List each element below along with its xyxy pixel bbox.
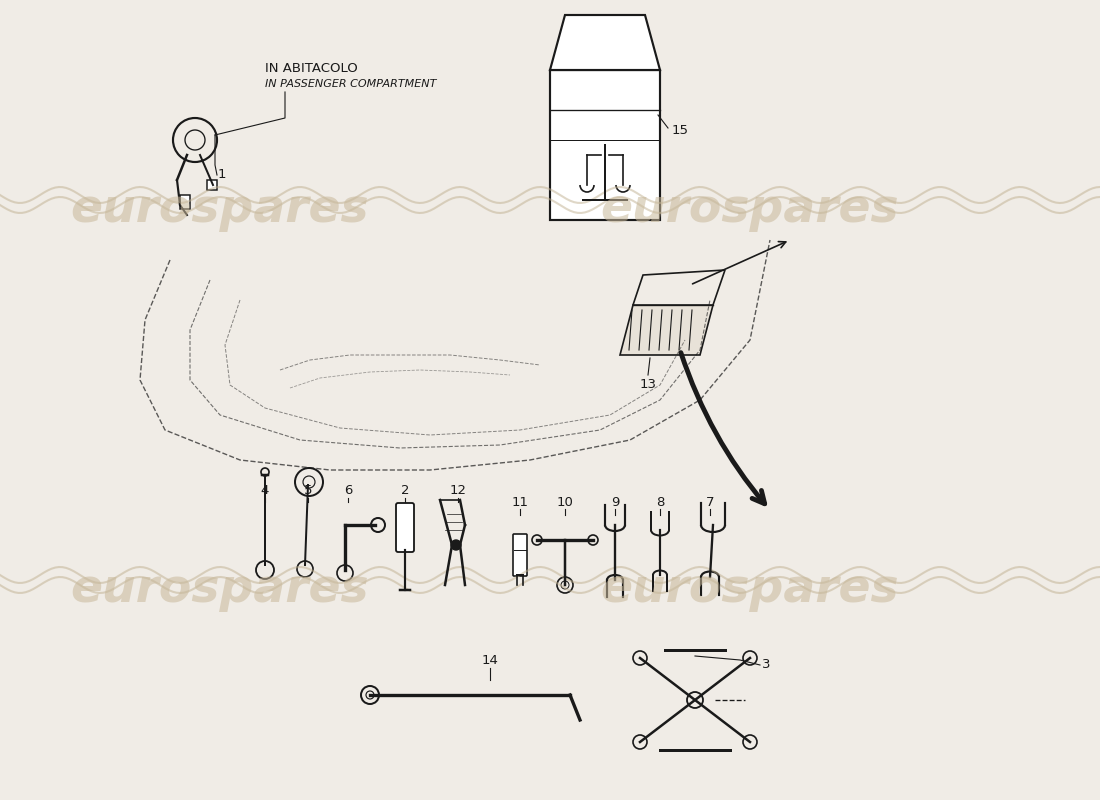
Text: 10: 10 xyxy=(557,495,573,509)
FancyBboxPatch shape xyxy=(513,534,527,576)
Text: 15: 15 xyxy=(672,123,689,137)
Bar xyxy=(550,70,660,220)
Polygon shape xyxy=(632,270,725,305)
Polygon shape xyxy=(550,15,660,70)
Text: eurospares: eurospares xyxy=(70,187,370,233)
Text: 13: 13 xyxy=(640,378,657,391)
Text: 14: 14 xyxy=(482,654,498,666)
Text: 2: 2 xyxy=(400,483,409,497)
Text: 4: 4 xyxy=(261,483,270,497)
Text: 8: 8 xyxy=(656,495,664,509)
Polygon shape xyxy=(620,305,713,355)
Text: 1: 1 xyxy=(218,169,227,182)
Text: IN PASSENGER COMPARTMENT: IN PASSENGER COMPARTMENT xyxy=(265,79,437,89)
Text: 9: 9 xyxy=(610,495,619,509)
Bar xyxy=(207,180,217,190)
Text: 11: 11 xyxy=(512,495,528,509)
Text: 7: 7 xyxy=(706,495,714,509)
Text: eurospares: eurospares xyxy=(601,567,900,613)
Bar xyxy=(180,195,190,209)
Text: eurospares: eurospares xyxy=(601,187,900,233)
Text: 5: 5 xyxy=(304,483,312,497)
Text: 3: 3 xyxy=(762,658,770,671)
Text: eurospares: eurospares xyxy=(70,567,370,613)
Text: 12: 12 xyxy=(450,483,466,497)
FancyBboxPatch shape xyxy=(396,503,414,552)
Text: IN ABITACOLO: IN ABITACOLO xyxy=(265,62,358,74)
Circle shape xyxy=(451,540,461,550)
Text: 6: 6 xyxy=(344,483,352,497)
